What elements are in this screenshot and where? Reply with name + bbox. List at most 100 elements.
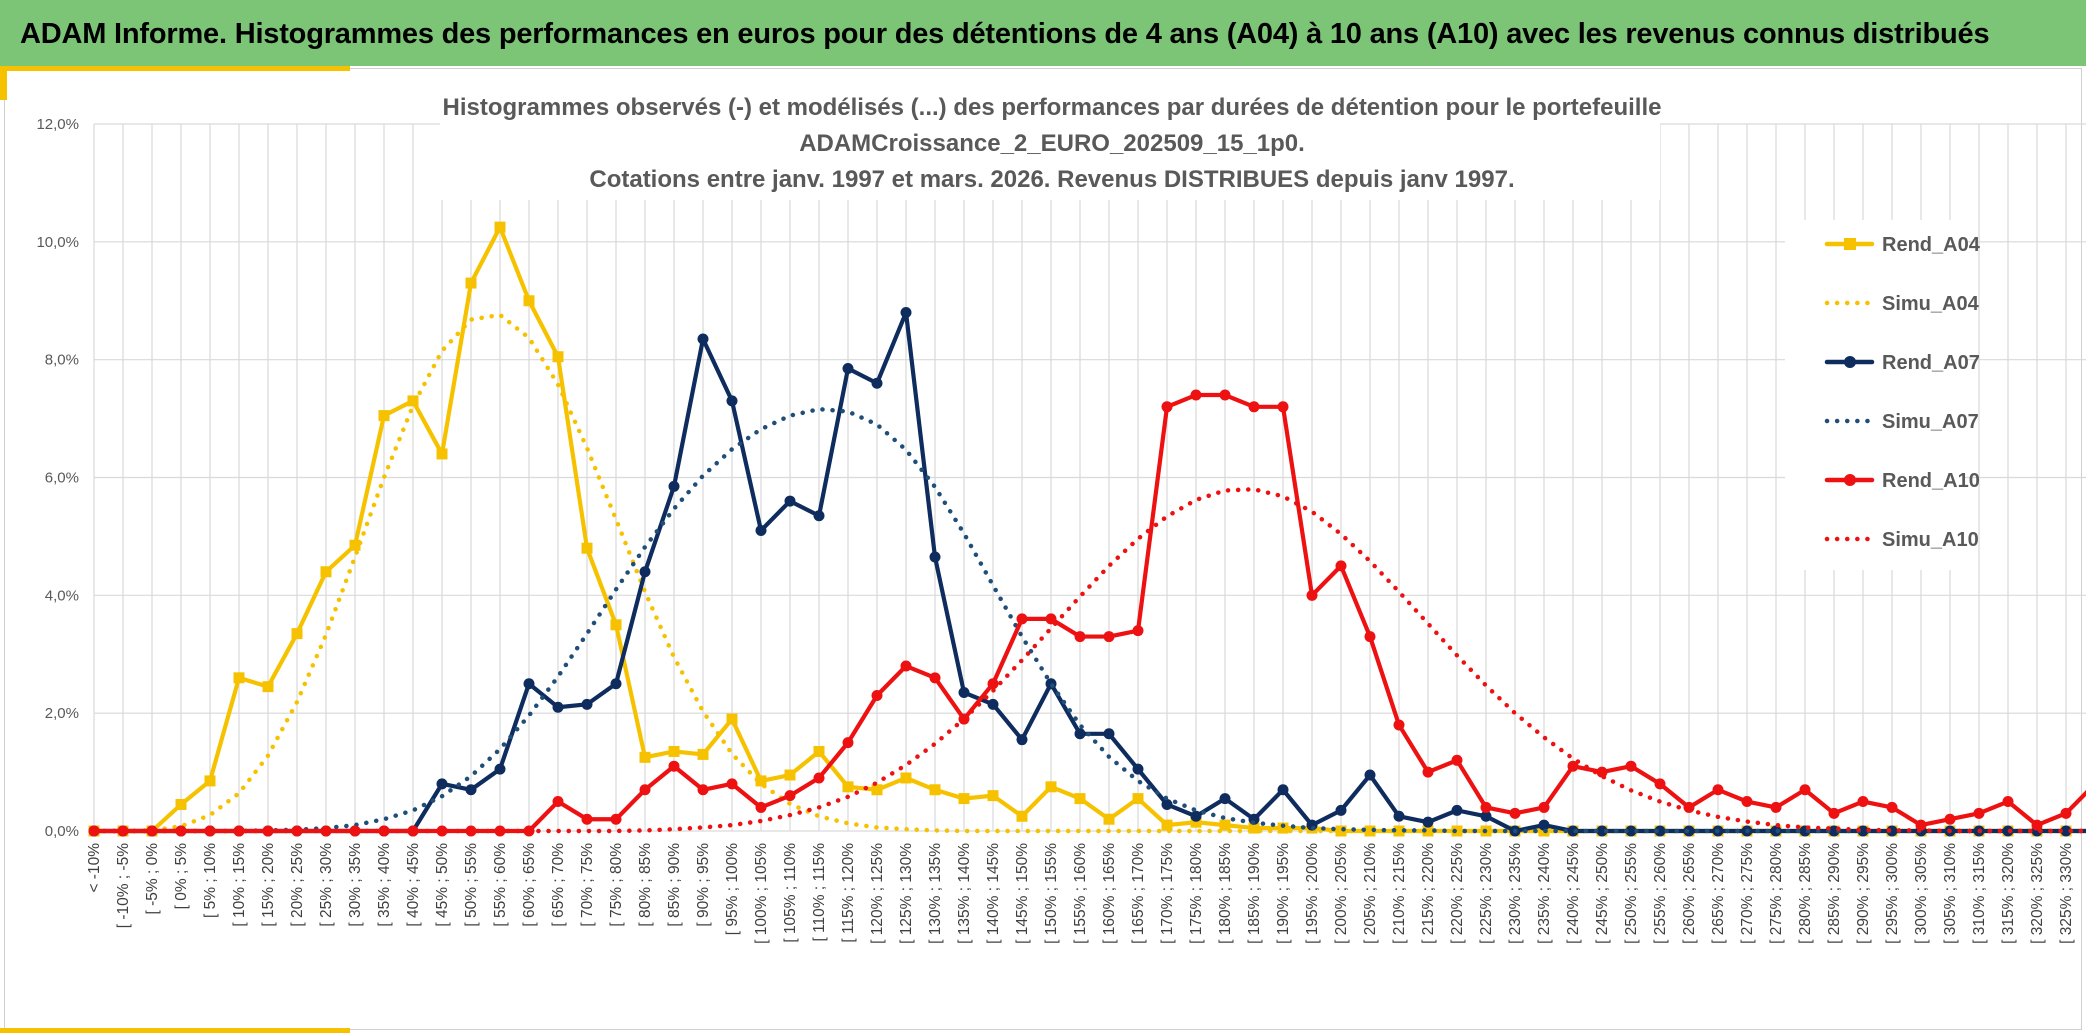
- data-point-Rend_A10: [610, 813, 622, 825]
- header-banner: ADAM Informe. Histogrammes des performan…: [0, 0, 2086, 66]
- x-tick-label: [ 130% ; 135%: [927, 843, 944, 944]
- legend-marker-Rend_A10: [1844, 474, 1856, 486]
- data-point-Rend_A04: [1016, 810, 1028, 822]
- data-point-Rend_A07: [1219, 793, 1231, 805]
- data-point-Rend_A10: [1045, 613, 1057, 625]
- data-point-Rend_A10: [1973, 807, 1985, 819]
- data-point-Rend_A07: [1277, 784, 1289, 796]
- data-point-Rend_A04: [1393, 825, 1405, 837]
- data-point-Rend_A10: [1799, 784, 1811, 796]
- data-point-Rend_A10: [813, 772, 825, 784]
- x-tick-label: [ 205% ; 210%: [1362, 843, 1379, 944]
- data-point-Rend_A07: [1422, 816, 1434, 828]
- x-tick-label: [ 300% ; 305%: [1913, 843, 1930, 944]
- x-tick-label: [ 315% ; 320%: [2000, 843, 2017, 944]
- data-point-Rend_A10: [1161, 401, 1173, 413]
- data-point-Rend_A07: [900, 307, 912, 319]
- series-line-Rend_A07: [91, 310, 2086, 834]
- data-point-Rend_A10: [1190, 389, 1202, 401]
- data-point-Rend_A04: [233, 672, 245, 684]
- x-tick-label: [ 325% ; 330%: [2058, 843, 2075, 944]
- data-point-Rend_A07: [929, 551, 941, 563]
- legend-label-Simu_A07: Simu_A07: [1882, 411, 1979, 433]
- data-point-Rend_A10: [233, 825, 245, 837]
- data-point-Rend_A10: [1654, 778, 1666, 790]
- data-point-Rend_A10: [1364, 631, 1376, 643]
- data-point-Rend_A04: [494, 221, 506, 233]
- data-point-Rend_A10: [1915, 819, 1927, 831]
- data-point-Rend_A10: [871, 689, 883, 701]
- data-point-Rend_A10: [1480, 801, 1492, 813]
- data-point-Rend_A10: [1422, 766, 1434, 778]
- data-point-Rend_A07: [1451, 804, 1463, 816]
- data-point-Rend_A10: [726, 778, 738, 790]
- x-tick-label: [ 70% ; 75%: [579, 843, 596, 927]
- data-point-Rend_A07: [1190, 810, 1202, 822]
- chart-title-background: [440, 88, 1660, 200]
- x-tick-label: [ 255% ; 260%: [1652, 843, 1669, 944]
- x-tick-label: [ 45% ; 50%: [434, 843, 451, 927]
- x-tick-label: [ 310% ; 315%: [1971, 843, 1988, 944]
- x-tick-label: [ 320% ; 325%: [2029, 843, 2046, 944]
- data-point-Rend_A07: [1393, 810, 1405, 822]
- data-point-Rend_A10: [1944, 813, 1956, 825]
- data-point-Rend_A04: [1451, 825, 1463, 837]
- x-tick-label: [ 50% ; 55%: [463, 843, 480, 927]
- x-tick-label: [ 150% ; 155%: [1043, 843, 1060, 944]
- x-tick-label: [ 0% ; 5%: [173, 843, 190, 910]
- data-point-Rend_A07: [871, 377, 883, 389]
- data-point-Rend_A10: [2031, 819, 2043, 831]
- legend-marker-Rend_A04: [1844, 238, 1856, 250]
- data-point-Rend_A10: [1567, 760, 1579, 772]
- data-point-Rend_A10: [1712, 784, 1724, 796]
- data-point-Rend_A10: [1016, 613, 1028, 625]
- data-point-Rend_A07: [1538, 819, 1550, 831]
- data-point-Rend_A10: [1625, 760, 1637, 772]
- data-point-Rend_A10: [1306, 589, 1318, 601]
- data-point-Rend_A04: [726, 713, 738, 725]
- data-point-Rend_A04: [523, 295, 535, 307]
- x-tick-label: [ 85% ; 90%: [666, 843, 683, 927]
- data-point-Rend_A07: [465, 784, 477, 796]
- data-point-Rend_A10: [552, 796, 564, 808]
- data-point-Rend_A04: [1277, 822, 1289, 834]
- x-tick-label: [ 195% ; 200%: [1304, 843, 1321, 944]
- data-point-Rend_A07: [1567, 825, 1579, 837]
- x-tick-label: [ 230% ; 235%: [1507, 843, 1524, 944]
- legend-label-Simu_A04: Simu_A04: [1882, 293, 1980, 315]
- x-tick-label: [ 15% ; 20%: [260, 843, 277, 927]
- x-tick-label: [ 305% ; 310%: [1942, 843, 1959, 944]
- data-point-Rend_A07: [784, 495, 796, 507]
- data-point-Rend_A10: [1770, 801, 1782, 813]
- x-tick-label: [ 165% ; 170%: [1130, 843, 1147, 944]
- y-tick-label: 6,0%: [45, 470, 79, 487]
- data-point-Rend_A04: [1132, 793, 1144, 805]
- data-point-Rend_A04: [1219, 819, 1231, 831]
- data-point-Rend_A10: [784, 790, 796, 802]
- data-point-Rend_A07: [1074, 728, 1086, 740]
- data-point-Rend_A07: [813, 510, 825, 522]
- x-tick-label: [ 90% ; 95%: [695, 843, 712, 927]
- x-tick-label: [ 30% ; 35%: [347, 843, 364, 927]
- data-point-Rend_A04: [1248, 822, 1260, 834]
- data-point-Rend_A10: [1219, 389, 1231, 401]
- data-point-Rend_A07: [1161, 798, 1173, 810]
- data-point-Rend_A10: [697, 784, 709, 796]
- data-point-Rend_A10: [436, 825, 448, 837]
- series-lines: [88, 221, 2086, 837]
- data-point-Rend_A04: [204, 775, 216, 787]
- data-point-Rend_A10: [1538, 801, 1550, 813]
- data-point-Rend_A07: [697, 333, 709, 345]
- x-tick-label: [ 60% ; 65%: [521, 843, 538, 927]
- data-point-Rend_A07: [842, 363, 854, 375]
- data-point-Rend_A04: [1190, 816, 1202, 828]
- x-tick-label: [ 55% ; 60%: [492, 843, 509, 927]
- data-point-Rend_A04: [552, 351, 564, 363]
- x-tick-label: [ 35% ; 40%: [376, 843, 393, 927]
- data-point-Rend_A10: [1335, 560, 1347, 572]
- data-point-Rend_A04: [262, 681, 274, 693]
- x-tick-label: [ 265% ; 270%: [1710, 843, 1727, 944]
- data-point-Rend_A10: [378, 825, 390, 837]
- x-tick-label: [ 20% ; 25%: [289, 843, 306, 927]
